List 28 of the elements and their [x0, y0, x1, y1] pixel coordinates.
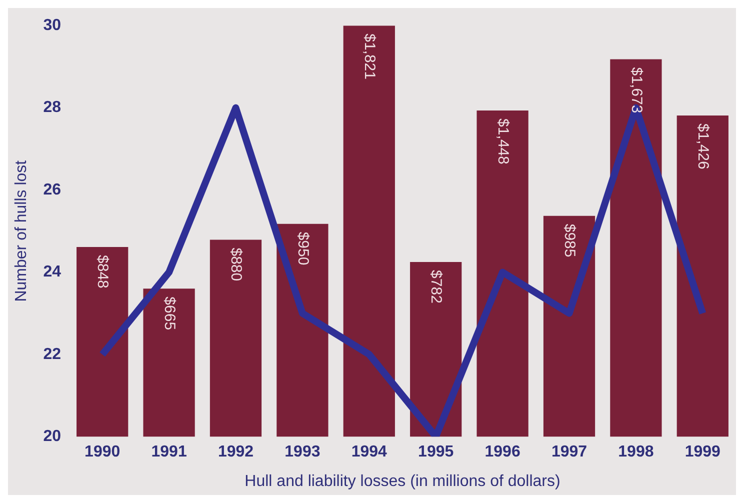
x-tick-label: 1999 [684, 444, 721, 461]
y-tick-label: 20 [43, 428, 62, 446]
data-label: $1,448 [494, 118, 512, 164]
x-tick-label: 1997 [551, 444, 588, 461]
x-tick-label: 1995 [418, 444, 454, 461]
y-tick-label: 28 [43, 99, 62, 116]
x-tick-label: 1993 [284, 444, 320, 461]
data-label: $880 [228, 248, 245, 282]
y-axis-title: Number of hulls lost [13, 160, 30, 302]
data-label: $1,821 [361, 34, 378, 80]
data-label: $1,673 [628, 67, 645, 114]
y-tick-label: 30 [43, 17, 62, 34]
y-tick-label: 26 [43, 181, 62, 198]
x-tick-label: 1990 [84, 444, 120, 461]
x-axis-title: Hull and liability losses (in millions of dollars) [244, 472, 560, 490]
x-tick-label: 1998 [618, 444, 654, 461]
x-tick-label: 1996 [484, 444, 520, 461]
data-label: $665 [160, 296, 178, 330]
x-tick-label: 1991 [151, 444, 187, 461]
data-label: $782 [428, 270, 445, 304]
data-label: $1,426 [694, 123, 712, 170]
x-tick-label: 1992 [218, 444, 254, 461]
x-tick-label: 1994 [351, 444, 388, 461]
y-tick-label: 22 [43, 346, 62, 363]
data-label: $985 [561, 224, 578, 258]
data-label: $848 [94, 255, 112, 288]
data-label: $950 [294, 232, 312, 266]
y-tick-label: 24 [43, 264, 62, 281]
